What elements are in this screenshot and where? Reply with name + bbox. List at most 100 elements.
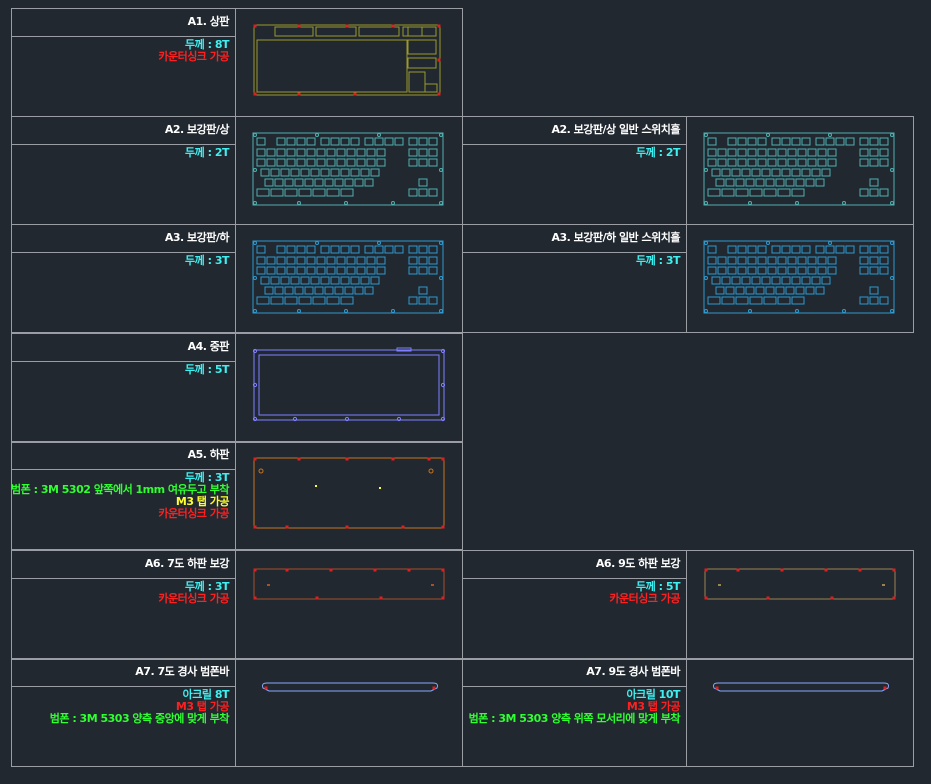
switch-hole — [741, 168, 751, 177]
switch-hole — [825, 137, 835, 146]
switch-hole — [364, 178, 374, 187]
switch-hole — [707, 296, 721, 305]
countersink-hole — [329, 568, 333, 572]
divider — [11, 578, 236, 579]
switch-hole — [340, 168, 350, 177]
switch-hole — [370, 276, 380, 285]
switch-hole — [727, 158, 737, 167]
screw-hole — [396, 416, 402, 422]
screw-hole — [252, 348, 258, 354]
screw-hole — [842, 309, 846, 313]
screw-hole — [377, 133, 381, 137]
switch-hole — [749, 188, 763, 197]
switch-hole — [735, 286, 745, 295]
countersink-hole — [253, 525, 257, 529]
bumpon-mark — [258, 468, 264, 474]
switch-hole — [767, 266, 777, 275]
switch-hole — [869, 158, 879, 167]
switch-hole — [330, 276, 340, 285]
switch-hole — [350, 276, 360, 285]
switch-hole — [276, 137, 286, 146]
note-cyan: 두께 : 3T — [636, 254, 680, 267]
screw-hole — [353, 92, 357, 96]
switch-hole — [879, 148, 889, 157]
screw-hole — [766, 133, 770, 137]
plate-outline — [252, 132, 444, 206]
switch-hole — [835, 245, 845, 254]
countersink-hole — [766, 596, 770, 600]
switch-hole — [366, 148, 376, 157]
note-cyan: 두께 : 2T — [636, 146, 680, 159]
opening — [358, 26, 400, 37]
part-notes: 두께 : 2T — [11, 147, 229, 159]
countersink-hole — [407, 568, 411, 572]
switch-hole — [418, 286, 428, 295]
switch-hole — [869, 188, 879, 197]
switch-hole — [316, 266, 326, 275]
switch-hole — [777, 158, 787, 167]
switch-hole — [408, 137, 418, 146]
switch-hole — [264, 178, 274, 187]
reinforce-bar-drawing — [253, 568, 445, 600]
note-green: 범폰 : 3M 5303 양측 중앙에 맞게 부착 — [49, 712, 230, 725]
tap-hole — [267, 584, 270, 586]
screw-hole — [253, 168, 257, 172]
switch-hole — [270, 168, 280, 177]
part-notes: 아크릴 8T M3 탭 가공 범폰 : 3M 5303 양측 중앙에 맞게 부착 — [11, 689, 230, 725]
switch-hole — [735, 178, 745, 187]
screw-hole — [890, 241, 894, 245]
screw-hole — [253, 241, 257, 245]
switch-hole — [284, 286, 294, 295]
switch-hole — [797, 256, 807, 265]
switch-hole — [418, 188, 428, 197]
part-notes: 아크릴 10T M3 탭 가공 범폰 : 3M 5303 양측 위쪽 모서리에 맞게… — [462, 689, 681, 725]
part-notes: 두께 : 3T 범폰 : 3M 5302 앞쪽에서 1mm 여유두고 부착 M3 탭… — [11, 472, 229, 520]
screw-hole — [344, 309, 348, 313]
switch-hole — [737, 158, 747, 167]
switch-hole — [266, 266, 276, 275]
switch-hole — [356, 256, 366, 265]
switch-hole — [817, 158, 827, 167]
screw-hole — [890, 201, 894, 205]
note-red: 카운터싱크 가공 — [609, 592, 680, 605]
countersink-hole — [345, 457, 349, 461]
switch-hole — [270, 296, 284, 305]
switch-hole — [296, 158, 306, 167]
part-title: A7. 7도 경사 범폰바 — [135, 665, 229, 678]
switch-hole — [366, 256, 376, 265]
drawing-cell — [235, 333, 463, 443]
switch-hole — [791, 276, 801, 285]
switch-hole — [324, 178, 334, 187]
switch-hole — [346, 256, 356, 265]
screw-hole — [704, 241, 708, 245]
switch-hole — [711, 168, 721, 177]
reinforce-bar-drawing — [704, 568, 896, 600]
switch-hole — [316, 148, 326, 157]
switch-hole — [777, 296, 791, 305]
opening — [424, 83, 438, 93]
switch-hole — [737, 148, 747, 157]
switch-hole — [408, 188, 418, 197]
switch-hole — [825, 245, 835, 254]
switch-hole — [256, 148, 266, 157]
screw-hole — [297, 24, 301, 28]
switch-hole — [324, 286, 334, 295]
switch-hole — [707, 137, 717, 146]
screw-hole — [391, 24, 395, 28]
switch-hole — [356, 148, 366, 157]
switch-hole — [364, 245, 374, 254]
switch-hole — [715, 286, 725, 295]
screw-hole — [828, 241, 832, 245]
switch-hole — [791, 188, 805, 197]
switch-hole — [418, 256, 428, 265]
keyboard-plate-drawing — [703, 240, 895, 314]
screw-hole — [437, 24, 441, 28]
switch-hole — [418, 296, 428, 305]
switch-hole — [296, 266, 306, 275]
switch-hole — [370, 168, 380, 177]
screw-hole — [292, 416, 298, 422]
switch-hole — [757, 148, 767, 157]
switch-hole — [320, 168, 330, 177]
switch-hole — [300, 276, 310, 285]
divider — [462, 578, 687, 579]
